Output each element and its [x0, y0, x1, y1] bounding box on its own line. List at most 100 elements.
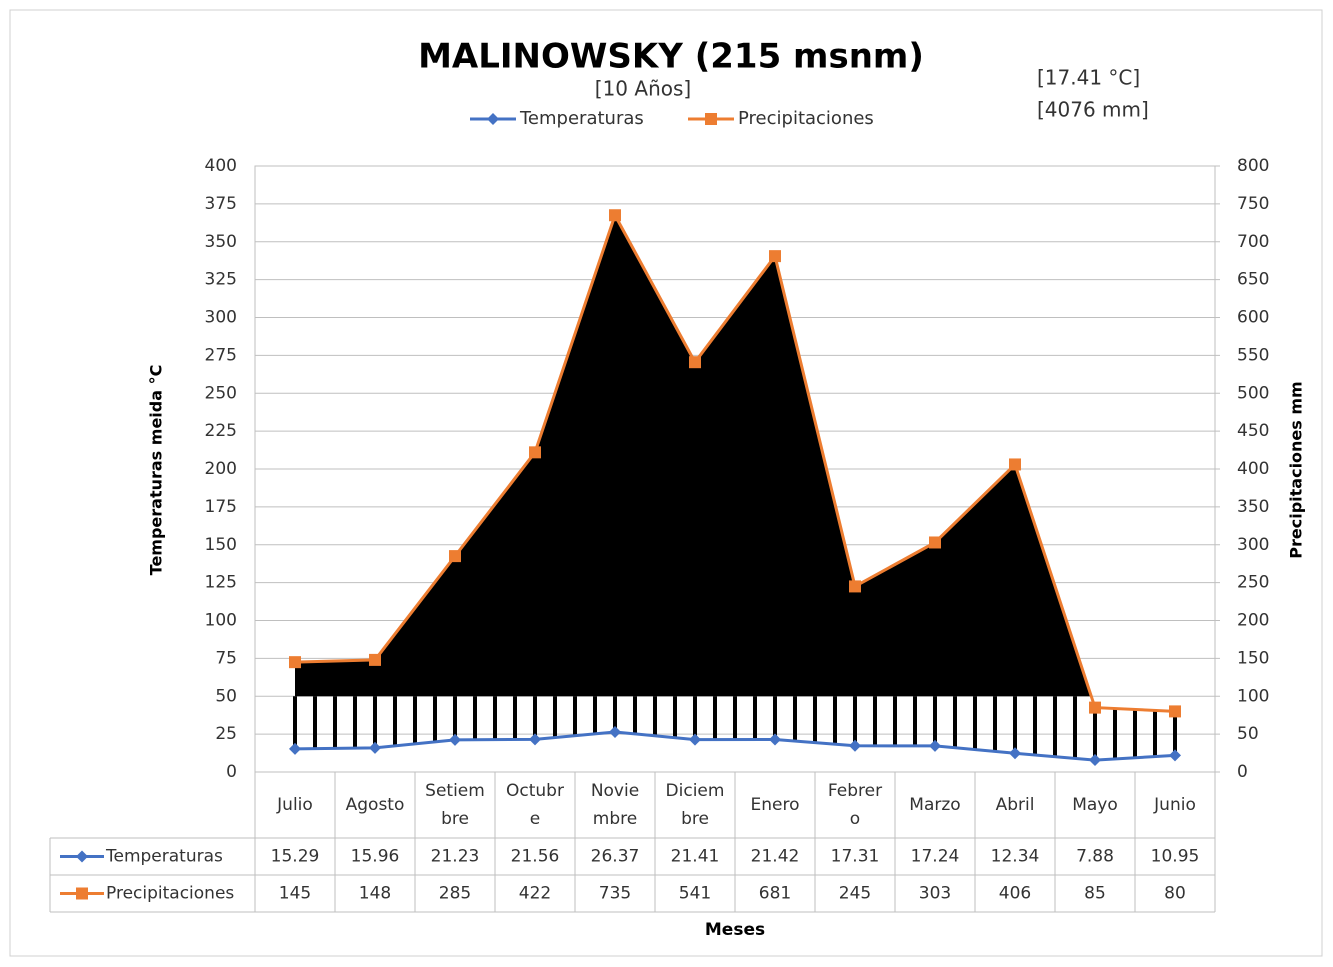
table-value: 10.95 — [1151, 847, 1200, 867]
y-tick-label: 175 — [205, 497, 237, 517]
x-tick-label: Junio — [1154, 795, 1196, 815]
table-value: 17.31 — [831, 847, 880, 867]
category-cell: Abril — [995, 795, 1035, 815]
category-cell: Mayo — [1072, 795, 1118, 815]
table-value: 245 — [839, 884, 871, 904]
table-value: 12.34 — [991, 847, 1040, 867]
y-tick-label: 350 — [205, 232, 237, 252]
y2-tick-label: 450 — [1237, 421, 1269, 441]
table-value: 15.29 — [271, 847, 320, 867]
category-cell: Julio — [277, 795, 313, 815]
table-value: 735 — [599, 884, 631, 904]
category-cell: Setiembre — [425, 781, 485, 829]
marker — [1009, 458, 1021, 471]
category-cell: Enero — [750, 795, 800, 815]
marker — [1169, 749, 1181, 762]
marker — [769, 733, 781, 746]
marker — [529, 446, 541, 459]
y-tick-label: 400 — [205, 156, 237, 176]
marker — [369, 741, 381, 754]
y-tick-label: 225 — [205, 421, 237, 441]
table-legend-key — [76, 887, 88, 900]
table-value: 85 — [1084, 884, 1106, 904]
legend-key — [487, 113, 499, 125]
y2-tick-label: 250 — [1237, 573, 1269, 593]
x-tick-label: Febrero — [827, 781, 883, 829]
x-tick-label: Julio — [277, 795, 313, 815]
x-tick-label: Agosto — [345, 795, 405, 815]
series-line — [294, 730, 1176, 762]
series-line — [294, 211, 1176, 713]
marker — [689, 356, 701, 369]
table-value: 145 — [279, 884, 311, 904]
annotation: [17.41 °C] — [1037, 66, 1140, 90]
marker — [369, 653, 381, 666]
y-axis-title: Temperaturas meida °C — [147, 365, 166, 576]
y-tick-label: 275 — [205, 345, 237, 365]
x-tick-label: Setiembre — [425, 781, 485, 829]
table-value: 422 — [519, 884, 551, 904]
x-tick-label: Mayo — [1072, 795, 1118, 815]
y-tick-label: 100 — [205, 611, 237, 631]
table-value: 26.37 — [591, 847, 640, 867]
marker — [1089, 701, 1101, 714]
marker — [849, 739, 861, 752]
table-value: 148 — [359, 884, 391, 904]
annotation: [4076 mm] — [1037, 98, 1149, 122]
table-value: 21.56 — [511, 847, 560, 867]
table-value: 303 — [919, 884, 951, 904]
y2-tick-label: 650 — [1237, 270, 1269, 290]
marker — [529, 733, 541, 746]
y2-tick-label: 400 — [1237, 459, 1269, 479]
y2-tick-label: 800 — [1237, 156, 1269, 176]
category-cell: Agosto — [345, 795, 405, 815]
table-legend-key — [76, 850, 88, 863]
y-tick-label: 150 — [205, 535, 237, 555]
marker — [609, 726, 621, 739]
x-tick-label: Abril — [995, 795, 1035, 815]
table-value: 21.42 — [751, 847, 800, 867]
chart-subtitle: [10 Años] — [595, 77, 691, 101]
table-value: 7.88 — [1076, 847, 1114, 867]
marker — [849, 580, 861, 593]
table-value: 21.23 — [431, 847, 480, 867]
x-tick-label: Octubre — [506, 781, 564, 829]
marker — [929, 739, 941, 752]
table-row-label: Temperaturas — [105, 847, 223, 867]
y2-tick-label: 500 — [1237, 383, 1269, 403]
y2-tick-label: 50 — [1237, 724, 1259, 744]
y2-tick-label: 550 — [1237, 345, 1269, 365]
y2-tick-label: 0 — [1237, 762, 1248, 782]
y2-tick-label: 750 — [1237, 194, 1269, 214]
table-value: 15.96 — [351, 847, 400, 867]
category-cell: Febrero — [827, 781, 883, 829]
category-cell: Diciembre — [666, 781, 725, 829]
table-value: 285 — [439, 884, 471, 904]
marker — [289, 656, 301, 669]
y-tick-label: 300 — [205, 308, 237, 328]
x-tick-label: Marzo — [909, 795, 961, 815]
category-cell: Octubre — [506, 781, 564, 829]
y2-tick-label: 200 — [1237, 611, 1269, 631]
marker — [609, 209, 621, 222]
x-tick-label: Enero — [750, 795, 800, 815]
y2-tick-label: 300 — [1237, 535, 1269, 555]
y-tick-label: 25 — [215, 724, 237, 744]
marker — [1009, 747, 1021, 760]
y-tick-label: 325 — [205, 270, 237, 290]
y-tick-label: 375 — [205, 194, 237, 214]
table-value: 681 — [759, 884, 791, 904]
legend-label: Precipitaciones — [738, 108, 874, 129]
table-value: 80 — [1164, 884, 1186, 904]
y2-tick-label: 100 — [1237, 686, 1269, 706]
table-row-label: Precipitaciones — [106, 884, 234, 904]
marker — [449, 550, 461, 563]
y2-tick-label: 350 — [1237, 497, 1269, 517]
y-tick-label: 50 — [215, 686, 237, 706]
category-cell: Noviembre — [590, 781, 640, 829]
category-cell: Marzo — [909, 795, 961, 815]
x-tick-label: Noviembre — [590, 781, 640, 829]
y2-axis-title: Precipitaciones mm — [1287, 381, 1306, 558]
y-tick-label: 125 — [205, 573, 237, 593]
